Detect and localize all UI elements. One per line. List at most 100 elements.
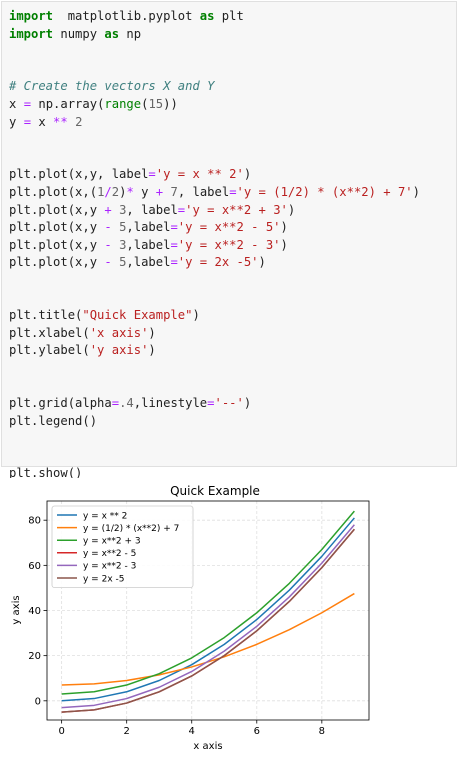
code-token: = (23, 96, 32, 111)
code-token: 'x axis' (89, 325, 149, 340)
code-token: 2 (75, 114, 83, 129)
code-token: # Create the vectors X and Y (9, 79, 215, 94)
code-token: plt.grid(alpha (9, 396, 112, 411)
series-line-6 (61, 528, 355, 713)
code-token: - (104, 220, 112, 235)
legend-box (51, 505, 194, 588)
code-token: plt.title( (9, 308, 83, 323)
code-token (112, 203, 119, 217)
code-line: plt.legend() (9, 414, 97, 428)
code-token: ) (148, 343, 156, 358)
code-editor[interactable]: import matplotlib.pyplot as plt import n… (9, 8, 420, 483)
code-token: 'y = x ** 2' (155, 167, 244, 182)
code-line: plt.plot(x,y, label='y = x ** 2') (9, 167, 251, 181)
code-token: ) (243, 396, 252, 411)
code-token: ) (119, 184, 127, 199)
code-token: plt.plot(x,y (9, 202, 105, 217)
code-token: ) (287, 202, 296, 217)
code-line: y = x ** 2 (9, 115, 82, 129)
code-token: = (148, 167, 156, 182)
x-tick-label: 2 (123, 726, 129, 737)
series-line-5 (61, 524, 355, 709)
code-token: as (199, 9, 215, 23)
legend-label: y = x ** 2 (83, 511, 127, 521)
code-token: ,linestyle (133, 396, 208, 411)
code-line: plt.plot(x,y - 3,label='y = x**2 - 3') (9, 238, 288, 252)
y-tick-label: 80 (28, 516, 41, 527)
code-token: ) (412, 184, 420, 199)
code-token: ( (141, 96, 149, 111)
code-token: plt.plot(x,y (9, 220, 105, 235)
code-token: 'y = x**2 - 5' (177, 220, 281, 235)
code-token: - (104, 237, 112, 252)
code-token: ,label (126, 237, 171, 252)
code-token: - (104, 255, 112, 270)
code-token: ) (243, 167, 252, 182)
code-token (112, 220, 119, 234)
code-line: plt.plot(x,y + 3, label='y = x**2 + 3') (9, 203, 295, 217)
x-tick-label: 8 (319, 726, 325, 737)
code-token: 'y = x**2 + 3' (185, 202, 288, 217)
code-token: ) (192, 308, 200, 323)
code-token: 'y = x**2 - 3' (177, 237, 281, 252)
code-token: * (126, 184, 134, 199)
code-token: 5 (119, 255, 127, 270)
code-line: plt.ylabel('y axis') (9, 343, 156, 357)
chart-grid (47, 501, 369, 720)
code-line: plt.plot(x,y - 5,label='y = x**2 - 5') (9, 220, 288, 234)
series-line-1 (61, 517, 355, 702)
chart-legend: y = x ** 2 y = (1/2) * (x**2) + 7 y = x**2… (51, 505, 194, 588)
legend-label: y = x**2 - 5 (83, 549, 136, 559)
legend-label: y = 2x -5 (83, 574, 124, 584)
code-cell[interactable]: import matplotlib.pyplot as plt import n… (1, 1, 457, 480)
code-token: y (133, 184, 156, 199)
code-token: plt.ylabel( (9, 343, 90, 358)
code-token: 1 (97, 184, 105, 199)
chart-title: Quick Example (170, 484, 260, 498)
code-token: np (119, 26, 142, 41)
code-token: matplotlib.pyplot (53, 9, 200, 23)
code-token: = (170, 220, 178, 235)
y-tick-label: 40 (28, 606, 41, 617)
code-token: = (207, 396, 215, 411)
code-token: 'y = (1/2) * (x**2) + 7' (236, 184, 413, 199)
output-area: Quick Example 0 2 4 6 8 0 20 40 60 80 x axis y ax… (0, 478, 460, 756)
code-token: as (104, 26, 120, 41)
code-token: 15 (148, 96, 164, 111)
code-token: import (9, 26, 54, 41)
code-token (112, 238, 119, 252)
code-token: + (104, 202, 112, 217)
code-token: ) (280, 220, 288, 235)
code-token: plt.plot(x,( (9, 184, 98, 199)
code-token: plt.legend() (9, 413, 98, 428)
code-token: plt.xlabel( (9, 325, 90, 340)
y-tick-label: 20 (28, 651, 41, 662)
code-token: 'y axis' (89, 343, 149, 358)
code-token: plt.plot(x,y (9, 255, 105, 270)
x-tick-label: 0 (58, 726, 64, 737)
code-line: # Create the vectors X and Y (9, 79, 214, 93)
code-token: = (23, 114, 32, 129)
code-token: )) (163, 96, 178, 111)
legend-label: y = x**2 - 3 (83, 562, 136, 572)
code-token: "Quick Example" (82, 308, 193, 323)
code-token: / (104, 184, 112, 199)
code-token: import (9, 9, 54, 23)
code-token: 2 (111, 184, 120, 199)
code-token: x (31, 114, 54, 129)
code-token: = (170, 237, 178, 252)
code-token: numpy (53, 26, 105, 41)
code-token: = (111, 396, 120, 411)
code-token (112, 255, 119, 269)
code-token: = (170, 255, 178, 270)
code-line: x = np.array(range(15)) (9, 97, 178, 111)
code-line: import matplotlib.pyplot as plt (9, 9, 244, 23)
code-token: , label (177, 184, 230, 199)
code-token: y (9, 114, 24, 129)
legend-label: y = (1/2) * (x**2) + 7 (83, 524, 179, 534)
code-line: import numpy as np (9, 27, 141, 41)
code-token: = (177, 202, 186, 217)
code-token: plt (214, 9, 244, 23)
code-token: x (9, 96, 24, 111)
